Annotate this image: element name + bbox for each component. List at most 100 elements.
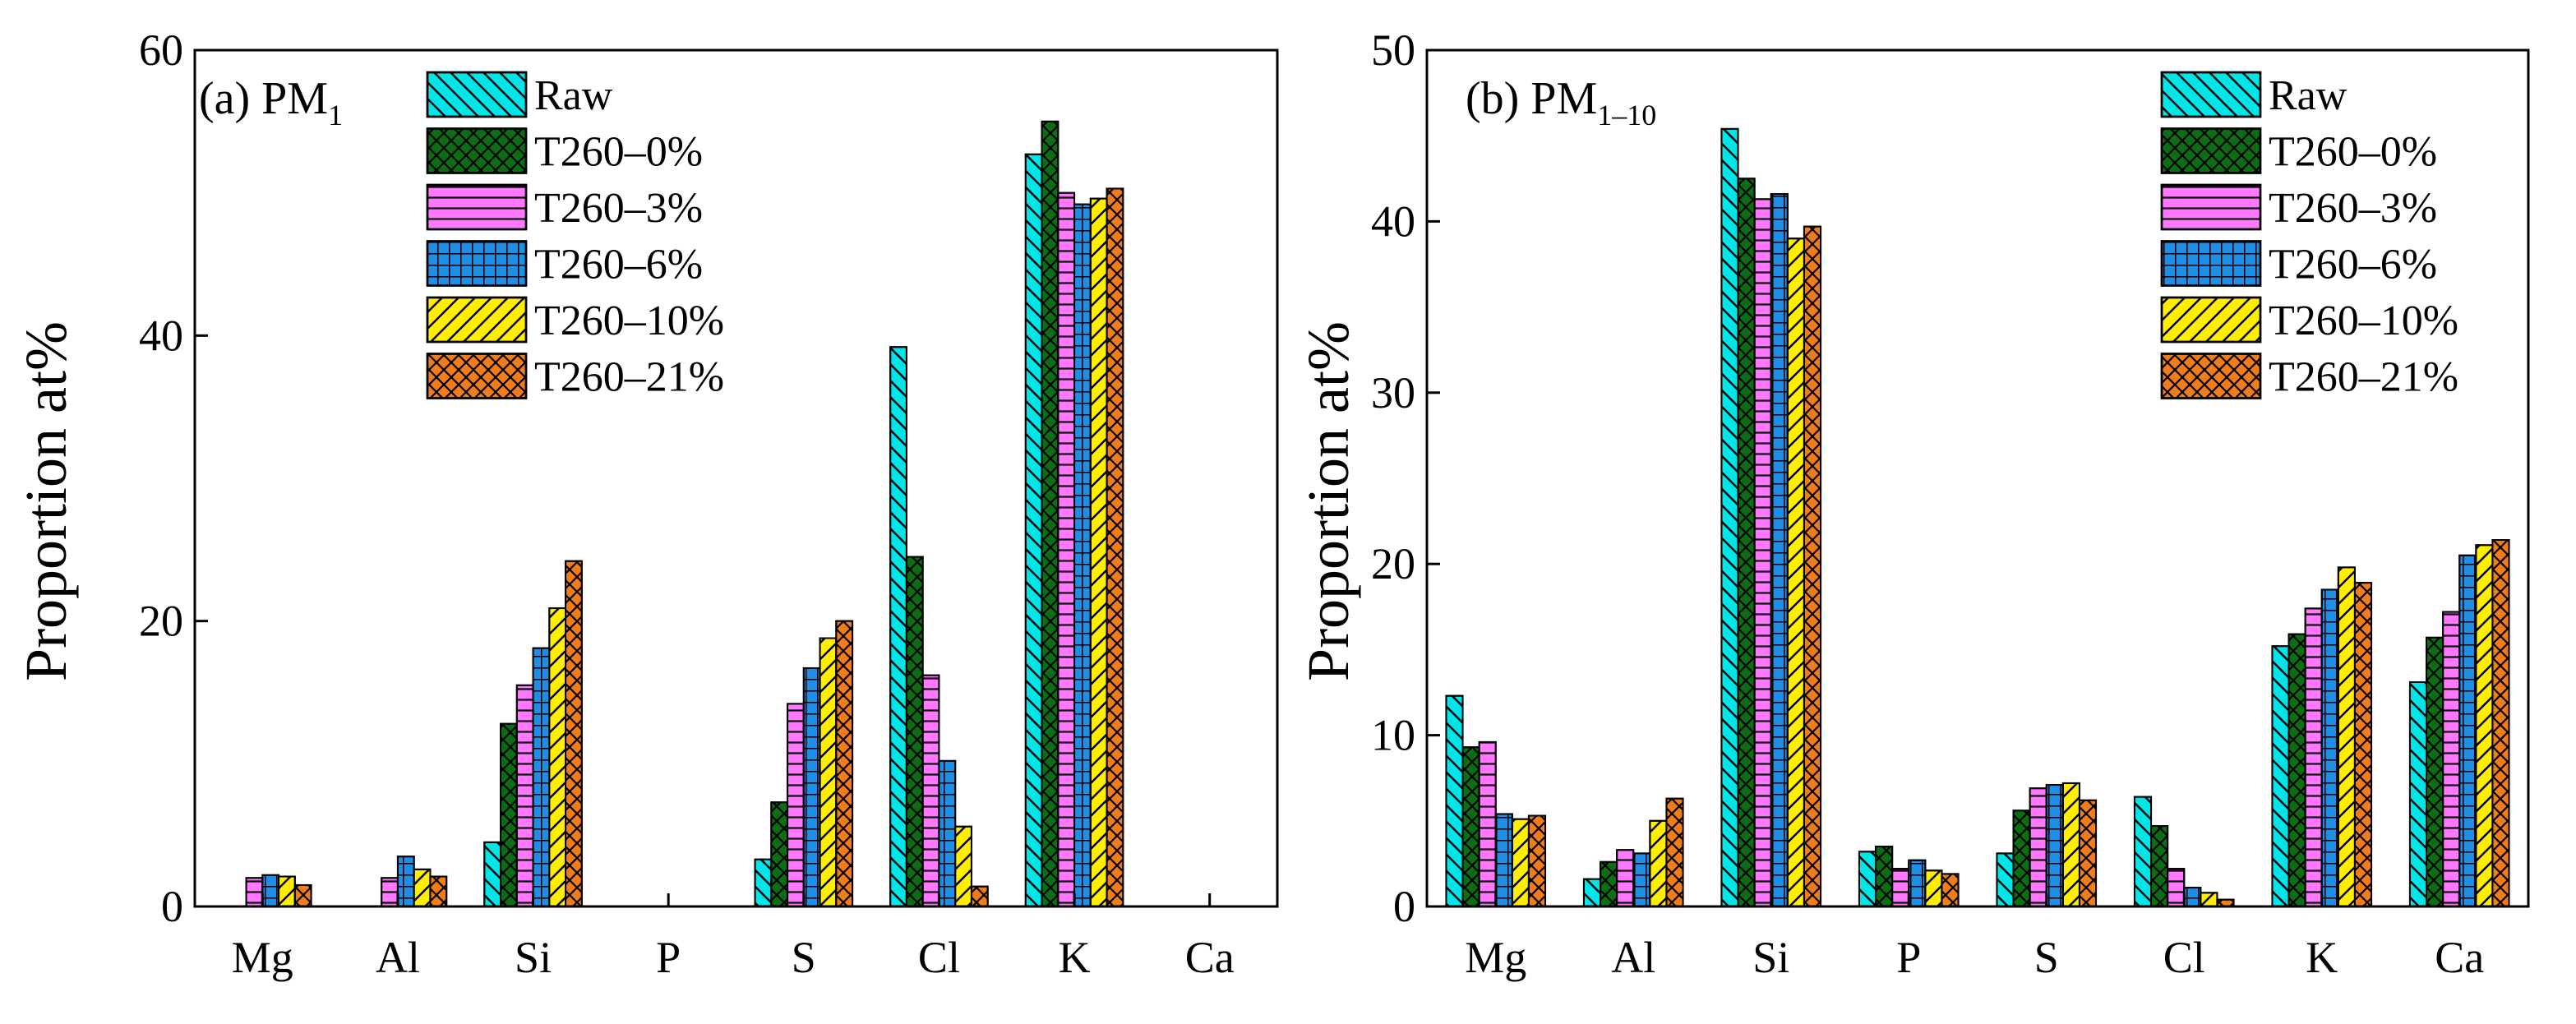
bar-hatch [1875, 846, 1894, 908]
bar-hatch [1858, 851, 1877, 908]
bar-hatch [2183, 887, 2202, 908]
x-tick-label: Si [1752, 933, 1789, 982]
bar-hatch [2426, 636, 2444, 907]
bar-hatch [1494, 813, 1513, 907]
y-axis-label: Proportion at% [1295, 321, 1361, 681]
x-tick-label: Ca [1185, 933, 1235, 982]
x-tick-label: K [2306, 933, 2338, 982]
bar-hatch [2200, 892, 2218, 908]
bar-hatch [261, 874, 280, 907]
x-tick-label: Mg [1465, 933, 1526, 982]
bar-hatch [532, 647, 551, 907]
bar-hatch [954, 825, 972, 907]
bar-hatch [1891, 868, 1910, 907]
legend-swatch-hatch [2160, 240, 2262, 287]
bar-hatch [2029, 787, 2047, 907]
bar-hatch [2133, 796, 2153, 908]
bar-hatch [1616, 849, 1635, 908]
legend-label: T260–3% [2269, 185, 2437, 232]
panel-a: Proportion at% 0 20 40 60 Mg Al Si P S Cl K Ca (a) … [13, 25, 1279, 982]
x-tick-label: S [792, 933, 816, 982]
x-tick-label: P [656, 933, 681, 982]
bar-hatch [1720, 127, 1739, 907]
bar-hatch [1996, 852, 2015, 907]
y-tick-label: 20 [139, 597, 183, 646]
bar-hatch [515, 684, 534, 907]
legend-swatch-hatch [2160, 183, 2262, 231]
bar-hatch [1908, 859, 1927, 908]
legend-swatch-hatch [426, 183, 528, 231]
bar-hatch [2061, 782, 2080, 908]
bar-hatch [2337, 566, 2356, 907]
bar-hatch [2304, 607, 2323, 907]
legend-label: T260–3% [534, 185, 703, 232]
bar-hatch [938, 759, 957, 907]
bar-hatch [1057, 191, 1076, 907]
bar-hatch [835, 620, 854, 908]
bar-hatch [2078, 799, 2098, 907]
bar-hatch [1511, 818, 1530, 907]
y-tick-label: 30 [1371, 368, 1415, 417]
x-tick-label: Mg [232, 933, 293, 982]
bar-hatch [1786, 238, 1805, 907]
bar-hatch [1582, 878, 1602, 908]
legend-label: T260–21% [534, 354, 724, 401]
y-tick-label: 60 [139, 25, 183, 75]
bar-hatch [1478, 740, 1497, 907]
bar-hatch [1461, 746, 1480, 907]
bar-hatch [802, 667, 821, 908]
plot-frame [1425, 48, 2530, 908]
bar-hatch [245, 877, 264, 908]
bar-hatch [770, 801, 789, 907]
legend-label: T260–0% [2269, 129, 2437, 176]
x-tick-label: S [2034, 933, 2059, 982]
x-tick-label: Cl [2163, 933, 2205, 982]
bar-hatch [2012, 810, 2031, 908]
bar-hatch [819, 637, 838, 907]
bar-hatch [2353, 582, 2373, 908]
legend-swatch-hatch [426, 296, 528, 344]
bar-hatch [1803, 225, 1822, 908]
bar-hatch [483, 841, 502, 907]
bar-hatch [1649, 819, 1668, 907]
bar-hatch [1770, 193, 1789, 907]
bar-hatch [2045, 784, 2064, 908]
y-axis-label: Proportion at% [13, 321, 79, 681]
x-tick-label: K [1059, 933, 1091, 982]
bar-hatch [2167, 868, 2186, 907]
x-tick-label: Ca [2435, 933, 2484, 982]
bar-hatch [2150, 825, 2169, 907]
legend-swatch-hatch [426, 127, 528, 174]
legend: Raw T260–0% T260–3% T260–6% T260–10% T260–21% [426, 71, 724, 401]
bar-hatch [1106, 187, 1124, 907]
bar-hatch [1600, 860, 1618, 908]
x-tick-label: Al [1611, 933, 1655, 982]
legend-swatch-hatch [426, 353, 528, 399]
bar-hatch [293, 883, 312, 907]
y-tick-label: 0 [1393, 882, 1415, 931]
legend-swatch-hatch [2160, 71, 2262, 118]
bar-hatch [1089, 197, 1108, 907]
legend-label: Raw [534, 72, 613, 119]
x-tick-label: Al [376, 933, 420, 982]
bar-hatch [754, 858, 773, 907]
bar-hatch [1527, 814, 1547, 907]
bar-hatch [921, 674, 940, 907]
bar-hatch [2408, 680, 2428, 907]
legend-label: T260–6% [2269, 242, 2437, 288]
panel-label-subscript: 1 [328, 99, 343, 131]
legend: Raw T260–0% T260–3% T260–6% T260–10% T260–21% [2160, 71, 2458, 401]
legend-swatch-hatch [2160, 353, 2262, 399]
bar-hatch [278, 875, 296, 908]
legend-swatch-hatch [2160, 296, 2262, 344]
y-tick-label: 20 [1371, 539, 1415, 588]
y-tick-label: 10 [1371, 711, 1415, 760]
legend-label: T260–21% [2269, 354, 2458, 401]
bar-hatch [1445, 694, 1464, 908]
bar-hatch [381, 877, 399, 908]
plot-frame [193, 48, 1279, 908]
bar-hatch [1024, 153, 1043, 907]
bar-hatch [970, 885, 989, 907]
